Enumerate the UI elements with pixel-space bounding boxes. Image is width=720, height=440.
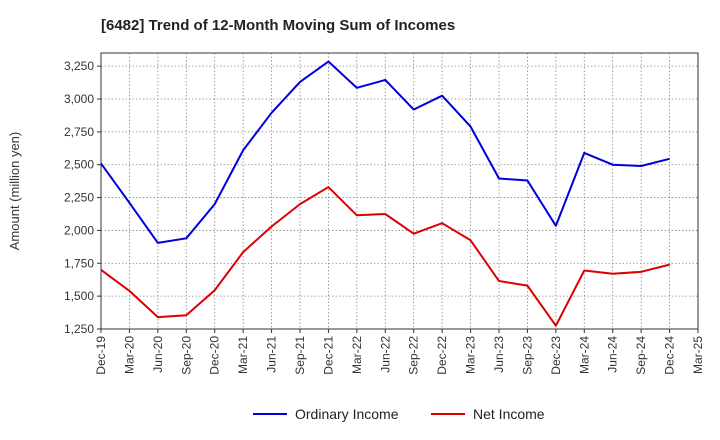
x-tick-label: Jun-23 (492, 336, 506, 373)
y-axis-label: Amount (million yen) (7, 132, 22, 251)
y-tick-label: 1,250 (64, 322, 94, 336)
y-tick-label: 2,750 (64, 125, 94, 139)
y-tick-label: 1,750 (64, 256, 94, 270)
x-tick-label: Dec-19 (94, 336, 108, 375)
x-tick-label: Mar-21 (236, 336, 250, 374)
y-axis-ticks: 1,250 1,500 1,750 2,000 2,250 2,500 2,750 3,000… (64, 59, 101, 336)
x-tick-label: Sep-21 (293, 336, 307, 375)
y-tick-label: 1,500 (64, 289, 94, 303)
x-tick-label: Jun-24 (606, 336, 620, 373)
ordinary-income-legend-label: Ordinary Income (295, 406, 399, 422)
legend: Ordinary Income Net Income (253, 406, 545, 422)
net-income-legend-label: Net Income (473, 406, 545, 422)
x-tick-label: Jun-20 (151, 336, 165, 373)
y-tick-label: 2,250 (64, 191, 94, 205)
x-tick-label: Mar-22 (350, 336, 364, 374)
x-tick-label: Dec-20 (208, 336, 222, 375)
plot-frame (100, 52, 699, 330)
x-tick-label: Sep-23 (520, 336, 534, 375)
chart-title: [6482] Trend of 12-Month Moving Sum of I… (101, 17, 455, 34)
net-income-line (100, 186, 670, 327)
x-tick-label: Dec-23 (549, 336, 563, 375)
y-tick-label: 3,250 (64, 59, 94, 73)
y-tick-label: 2,500 (64, 158, 94, 172)
y-tick-label: 3,000 (64, 92, 94, 106)
x-tick-label: Dec-22 (435, 336, 449, 375)
x-tick-label: Sep-22 (407, 336, 421, 375)
x-tick-label: Mar-20 (122, 336, 136, 374)
x-tick-label: Dec-24 (663, 336, 677, 375)
x-tick-label: Mar-25 (691, 336, 705, 374)
x-tick-label: Sep-20 (179, 336, 193, 375)
x-tick-label: Jun-22 (378, 336, 392, 373)
x-tick-label: Sep-24 (634, 336, 648, 375)
x-tick-label: Mar-23 (464, 336, 478, 374)
x-axis-ticks: Dec-19 Mar-20 Jun-20 Sep-20 Dec-20 Mar-21 Jun-… (94, 329, 705, 375)
series-lines (100, 60, 670, 327)
ordinary-income-line (100, 60, 670, 244)
x-tick-label: Mar-24 (577, 336, 591, 374)
y-tick-label: 2,000 (64, 223, 94, 237)
x-tick-label: Jun-21 (265, 336, 279, 373)
x-tick-label: Dec-21 (321, 336, 335, 375)
